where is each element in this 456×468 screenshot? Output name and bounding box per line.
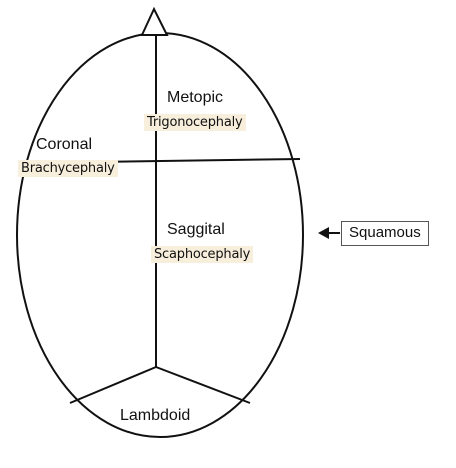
scaphocephaly-label: Scaphocephaly [151,246,254,263]
coronal-label: Coronal [36,136,93,153]
lambdoid-label: Lambdoid [120,407,191,424]
trigonocephaly-label: Trigonocephaly [144,114,246,131]
brachycephaly-label: Brachycephaly [18,160,118,177]
left-arrow-icon [318,227,340,239]
lambdoid-suture-right [155,366,251,404]
metopic-label: Metopic [167,89,224,106]
sagittal-label: Saggital [167,221,225,238]
lambdoid-suture-left [69,366,157,404]
triangle-icon [140,6,169,36]
squamous-callout: Squamous [341,221,429,246]
skull-outline [16,32,304,438]
